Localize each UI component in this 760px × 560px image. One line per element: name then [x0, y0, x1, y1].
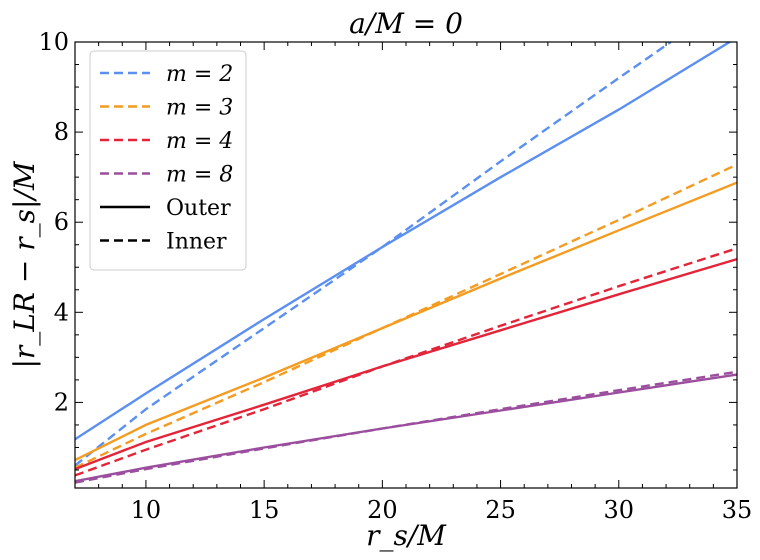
- legend-label-m-8: m = 8: [166, 163, 233, 188]
- x-axis-title: r_s/M: [366, 519, 447, 552]
- x-tick-label: 15: [249, 496, 280, 524]
- y-tick-label: 6: [54, 208, 69, 236]
- legend-label-m-2: m = 2: [166, 62, 233, 87]
- series-line-m-8-inner: [75, 370, 737, 484]
- x-tick-label: 25: [485, 496, 516, 524]
- x-tick-label: 10: [131, 496, 162, 524]
- series-line-m-3-inner: [75, 163, 737, 469]
- series-layer: [75, 42, 737, 484]
- y-axis-title: |r_LR − r_s|/M: [8, 160, 41, 368]
- y-tick-label: 2: [54, 388, 69, 416]
- chart-title: a/M = 0: [349, 7, 463, 40]
- series-line-m-4-inner: [75, 247, 737, 477]
- legend-label-m-3: m = 3: [166, 96, 233, 121]
- legend-label-m-4: m = 4: [166, 129, 233, 154]
- series-line-m-2-outer: [75, 42, 732, 441]
- y-tick-label: 4: [54, 298, 69, 326]
- y-tick-label: 8: [54, 118, 69, 146]
- y-tick-label: 10: [38, 28, 69, 56]
- x-tick-label: 20: [367, 496, 398, 524]
- ticks-layer: [74, 41, 738, 488]
- tick-labels-layer: 10 15 20 25 30 35 2 4 6 8 10: [38, 28, 752, 524]
- legend: m = 2 m = 3 m = 4 m = 8 Outer Inner: [89, 50, 247, 271]
- legend-label-inner: Inner: [166, 230, 227, 255]
- series-line-m-2-inner: [75, 42, 672, 467]
- x-tick-label: 35: [722, 496, 753, 524]
- legend-label-outer: Outer: [166, 196, 231, 221]
- x-tick-label: 30: [604, 496, 635, 524]
- series-line-m-4-outer: [75, 257, 737, 471]
